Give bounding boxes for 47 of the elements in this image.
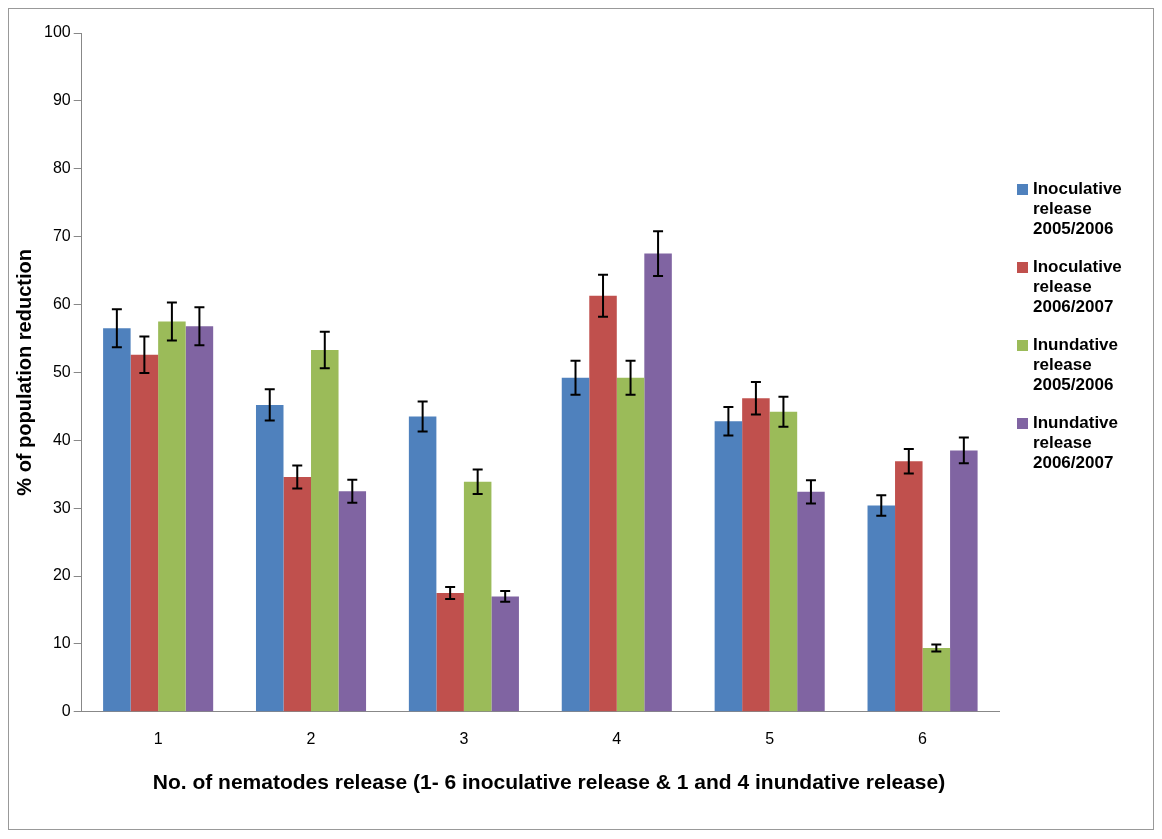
legend-label: Inundative release 2006/2007 — [1033, 413, 1119, 473]
x-tick-label: 5 — [765, 729, 775, 747]
bar — [103, 328, 131, 712]
bar — [185, 326, 214, 712]
bar — [742, 398, 770, 712]
bar — [950, 450, 978, 712]
y-tick-label: 30 — [52, 498, 71, 516]
y-axis-title: % of population reduction — [12, 249, 35, 496]
bar — [408, 416, 437, 712]
legend-label: Inundative release 2005/2006 — [1033, 335, 1119, 395]
x-tick-label: 1 — [153, 729, 163, 747]
y-tick-label: 0 — [61, 702, 71, 720]
y-tick-label: 10 — [52, 634, 71, 652]
bar — [255, 404, 284, 712]
bar — [644, 253, 672, 712]
x-tick-label: 3 — [459, 729, 469, 747]
y-tick-label: 40 — [52, 430, 71, 448]
bar — [311, 350, 339, 712]
bar — [922, 647, 951, 712]
bar — [338, 491, 367, 712]
bar — [895, 461, 923, 712]
bar — [130, 354, 159, 712]
y-tick-label: 70 — [52, 227, 71, 245]
bar — [561, 377, 590, 712]
bar — [797, 491, 825, 712]
x-tick-label: 4 — [612, 729, 622, 747]
x-tick-label: 2 — [306, 729, 316, 747]
y-tick-label: 50 — [52, 362, 71, 380]
legend-label: Inoculative release 2005/2006 — [1033, 179, 1123, 239]
x-tick-label: 6 — [918, 729, 928, 747]
bar — [463, 481, 492, 712]
y-tick-label: 20 — [52, 566, 71, 584]
y-tick-label: 100 — [43, 23, 71, 41]
bar — [589, 295, 617, 712]
bar — [283, 476, 312, 712]
bar — [616, 377, 645, 712]
bar — [158, 321, 186, 712]
bar — [491, 596, 519, 712]
bar — [714, 421, 743, 712]
y-tick-label: 90 — [52, 91, 71, 109]
y-tick-label: 60 — [52, 294, 71, 312]
bar — [769, 411, 798, 712]
bar — [436, 593, 464, 712]
x-axis-title: No. of nematodes release (1- 6 inoculative release & 1 and 4 inundative release) — [151, 769, 947, 795]
bar — [867, 505, 896, 712]
legend-label: Inoculative release 2006/2007 — [1033, 257, 1123, 317]
y-tick-label: 80 — [52, 159, 71, 177]
